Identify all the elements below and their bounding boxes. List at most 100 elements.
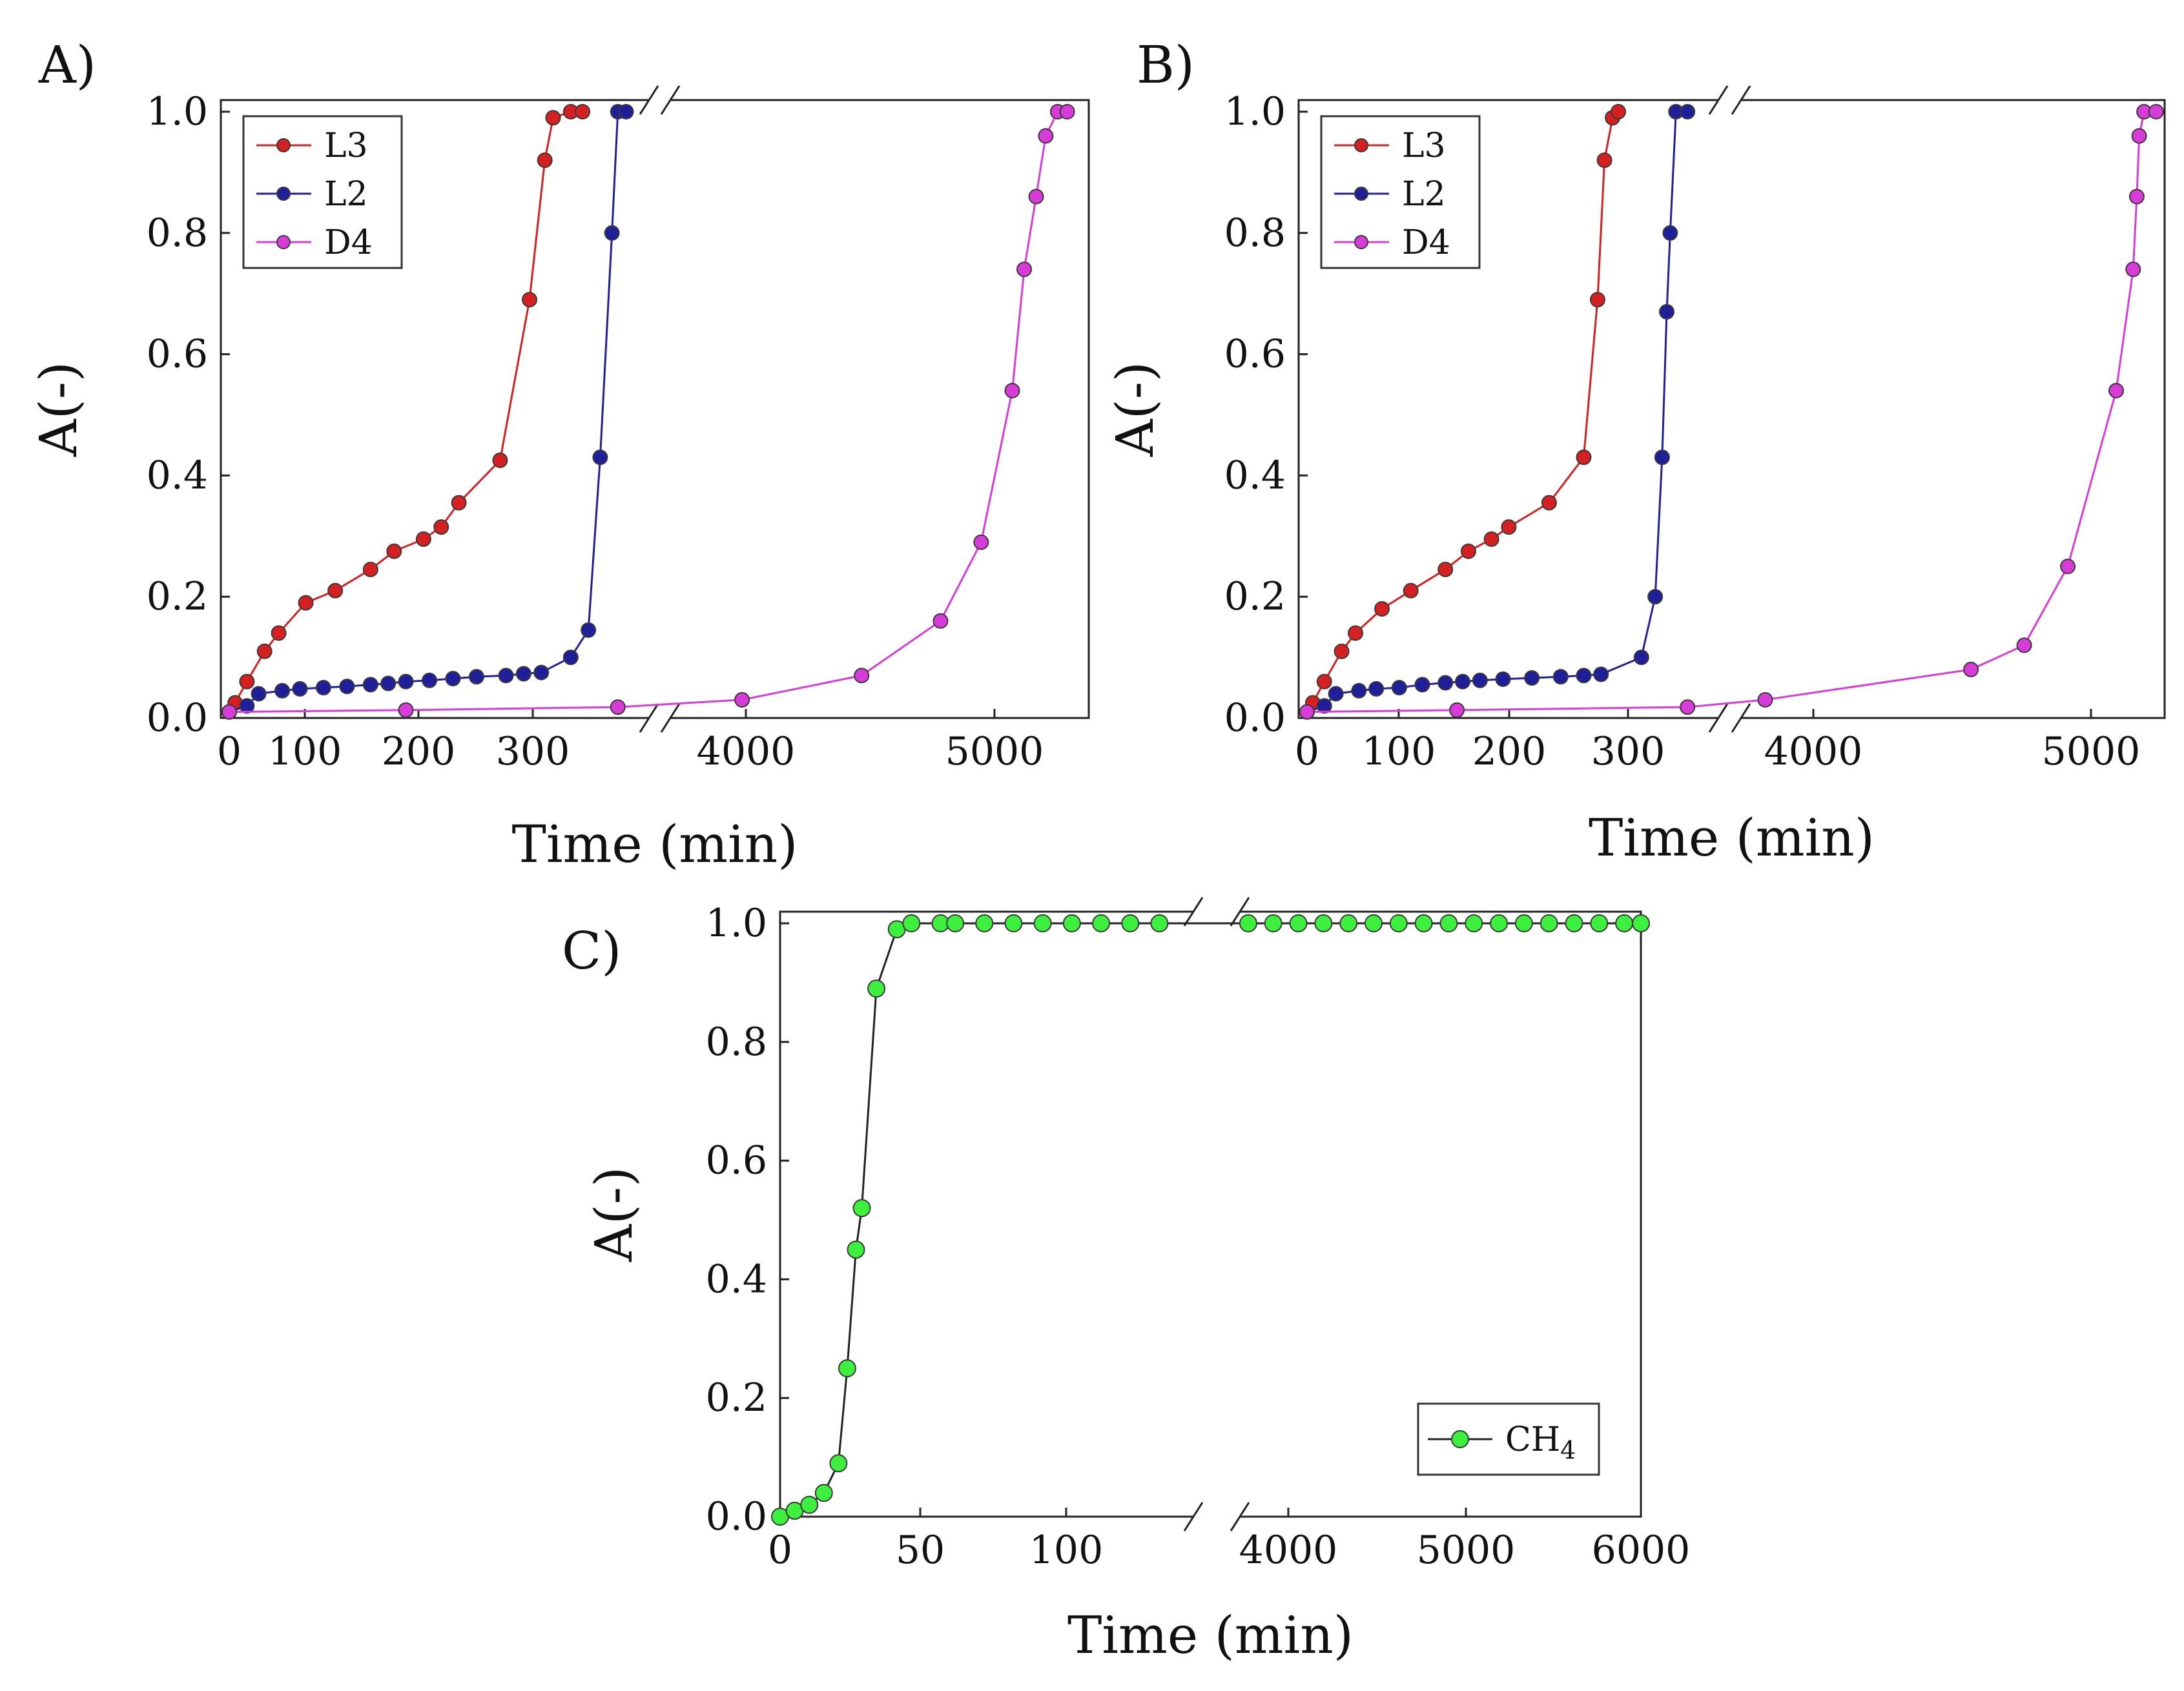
data-point-l3: [1611, 104, 1627, 119]
legend-label: L2: [324, 175, 368, 214]
data-point-l2: [1593, 666, 1609, 682]
data-point-ch4: [1314, 914, 1333, 932]
data-point-ch4: [814, 1484, 833, 1502]
x-tick-label: 4000: [697, 729, 796, 774]
data-point-l2: [1414, 677, 1430, 693]
legend-label: CH4: [1505, 1420, 1576, 1464]
data-point-l3: [537, 152, 553, 169]
x-tick-label: 5000: [945, 729, 1044, 774]
data-point-l3: [362, 561, 378, 577]
data-point-l3: [298, 595, 314, 611]
legend-marker-d4: [276, 235, 291, 249]
data-point-l2: [1662, 225, 1678, 241]
data-point-l2: [1647, 589, 1664, 605]
data-point-l3: [1541, 495, 1557, 511]
data-point-l3: [1316, 673, 1332, 690]
data-point-l2: [1316, 698, 1332, 714]
y-tick-label: 0.6: [147, 332, 208, 377]
axis-break-mark: [1708, 85, 1729, 115]
data-point-ch4: [838, 1359, 856, 1378]
data-point-d4: [932, 613, 949, 629]
data-point-ch4: [1389, 914, 1408, 932]
y-tick-label: 1.0: [706, 901, 767, 946]
data-point-l2: [581, 622, 597, 638]
panel-letter: A): [38, 35, 96, 95]
axis-break-mark: [1183, 1502, 1204, 1532]
data-point-l2: [1659, 303, 1675, 320]
x-tick-label: 0: [1295, 729, 1319, 774]
legend-label: L3: [1402, 127, 1446, 165]
data-point-l2: [604, 225, 620, 241]
data-point-ch4: [1439, 914, 1458, 932]
data-point-l3: [1347, 625, 1363, 641]
data-point-l3: [522, 292, 537, 308]
data-point-ch4: [1365, 914, 1383, 932]
x-axis-label: Time (min): [1067, 1605, 1354, 1665]
axis-frame-right: [1240, 910, 1642, 1518]
axis-break-mark: [660, 85, 681, 115]
y-tick-label: 0.4: [1224, 453, 1286, 498]
y-tick-label: 0.0: [1224, 695, 1286, 741]
data-point-ch4: [1092, 914, 1111, 932]
data-point-ch4: [946, 914, 965, 932]
data-point-ch4: [1239, 914, 1257, 932]
x-tick-label: 6000: [1592, 1528, 1691, 1573]
panel-letter: C): [562, 921, 621, 981]
data-point-l3: [1589, 292, 1605, 308]
x-tick-label: 300: [496, 729, 570, 774]
data-point-l3: [1460, 543, 1476, 559]
y-tick-label: 0.2: [147, 574, 208, 619]
data-point-ch4: [1150, 914, 1169, 932]
data-point-l3: [433, 519, 449, 535]
x-tick-label: 5000: [1417, 1528, 1516, 1573]
data-point-l2: [1552, 669, 1569, 685]
data-point-ch4: [1339, 914, 1358, 932]
x-tick-label: 100: [1362, 729, 1436, 774]
x-axis-label: Time (min): [1589, 808, 1875, 868]
data-point-ch4: [1414, 914, 1433, 932]
axis-break-mark: [639, 85, 659, 115]
data-point-d4: [221, 704, 237, 720]
y-tick-label: 1.0: [147, 89, 208, 134]
data-point-ch4: [1289, 914, 1308, 932]
x-axis-label: Time (min): [512, 814, 798, 874]
data-point-ch4: [1062, 914, 1081, 932]
data-point-l2: [445, 670, 461, 686]
axis-frame-left: [779, 910, 1193, 1518]
axis-break-mark: [1708, 703, 1729, 733]
data-point-ch4: [1565, 914, 1583, 932]
x-tick-label: 200: [382, 729, 456, 774]
data-point-l2: [1437, 675, 1454, 691]
axis-frame-right: [670, 99, 1090, 719]
axis-frame-right: [1741, 99, 2166, 719]
data-point-l3: [1596, 152, 1612, 169]
data-point-d4: [610, 699, 626, 715]
data-point-d4: [1004, 382, 1020, 398]
data-point-l2: [1472, 672, 1488, 688]
legend-marker-l2: [276, 187, 291, 201]
y-tick-label: 0.2: [1224, 574, 1286, 619]
panel-b: B) 0.0 0.2 0.4 0.6 0.8 1.0 0 100 200 300 4000 5000 Ti…: [1105, 35, 2166, 868]
data-point-l3: [1374, 600, 1390, 617]
axis-break-mark: [1183, 897, 1204, 927]
data-point-ch4: [1121, 914, 1140, 932]
y-tick-label: 0.8: [706, 1020, 767, 1065]
x-tick-label: 200: [1472, 729, 1547, 774]
data-point-l3: [1501, 519, 1517, 535]
y-tick-label: 0.8: [147, 210, 208, 256]
panel-c: C) 0.0 0.2 0.4 0.6 0.8 1.0 0 50 100 4000 5000 6000 Ti…: [562, 897, 1690, 1665]
data-point-l3: [386, 543, 402, 559]
axis-break-mark: [660, 703, 681, 733]
data-point-l2: [380, 675, 397, 692]
y-axis-label: A(-): [28, 362, 88, 457]
axis-break-mark: [639, 703, 659, 733]
legend-marker-l3: [276, 138, 291, 152]
data-point-l3: [327, 582, 344, 599]
data-point-l2: [498, 668, 514, 684]
data-point-l3: [1483, 531, 1499, 547]
x-tick-label: 4000: [1764, 729, 1863, 774]
data-point-d4: [1299, 704, 1315, 720]
data-point-d4: [2128, 189, 2145, 205]
panel-a: A) 0.0 0.2 0.4 0.6 0.8 1.0 0 100 200 300 4000 5000 Ti…: [28, 35, 1090, 874]
data-point-l2: [1368, 681, 1385, 697]
